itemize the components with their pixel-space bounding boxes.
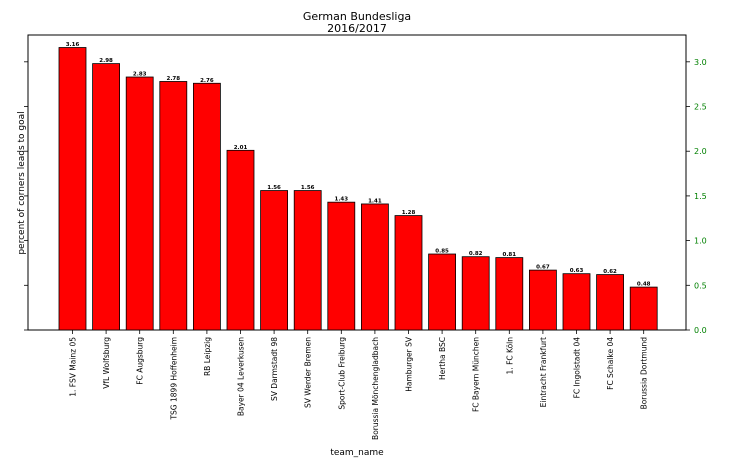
bar: [58, 47, 87, 331]
data-label: 1.28: [402, 210, 416, 216]
bar: [629, 286, 658, 331]
x-tick-label: 1. FC Köln: [505, 337, 514, 375]
data-label: 1.56: [267, 185, 281, 191]
y-tick-label: 1.0: [694, 237, 707, 246]
x-tick-label: Borussia Mönchengladbach: [371, 337, 380, 440]
bar: [260, 190, 289, 331]
chart-subtitle: 2016/2017: [327, 22, 387, 35]
y-tick-label: 0.5: [694, 281, 707, 290]
bar: [495, 257, 524, 331]
bar: [159, 81, 188, 331]
x-tick-label: FC Ingolstadt 04: [573, 337, 582, 399]
x-tick-label: Sport-Club Freiburg: [337, 337, 346, 410]
x-tick-label: FC Augsburg: [136, 337, 145, 385]
x-tick-label: 1. FSV Mainz 05: [69, 337, 78, 397]
y-axis-label: percent of corners leads to goal: [17, 111, 27, 254]
right-tick-group: 0.0 0.5 1.0 1.5 2.0 2.5 3.0: [686, 58, 707, 335]
x-tick-label: RB Leipzig: [203, 337, 212, 376]
data-label: 2.83: [133, 72, 147, 78]
data-label: 0.48: [637, 282, 651, 288]
data-label: 0.81: [503, 252, 517, 258]
data-label: 1.43: [335, 197, 349, 203]
data-label: 2.78: [167, 76, 181, 82]
x-tick-label: FC Schalke 04: [606, 337, 615, 390]
y-tick-label: 3.0: [694, 58, 707, 67]
x-tick-label: Eintracht Frankfurt: [539, 337, 548, 407]
data-label: 0.67: [536, 265, 550, 271]
bar: [394, 215, 423, 331]
data-label: 1.41: [368, 198, 382, 204]
bar: [596, 274, 624, 331]
y-tick-label: 2.5: [694, 103, 707, 112]
x-tick-label: Hamburger SV: [405, 336, 414, 392]
data-label: 0.62: [603, 269, 617, 275]
x-tick-label: TSG 1899 Hoffenheim: [169, 337, 178, 421]
bar: [293, 190, 322, 331]
x-tick-label: FC Bayern München: [472, 337, 481, 412]
bar: [226, 149, 255, 331]
data-label: 2.76: [200, 78, 214, 84]
data-label-group: 3.16 2.98 2.83 2.78 2.76 2.01 1.56 1.56 1.43 1.41…: [66, 42, 651, 288]
y-tick-label: 2.0: [694, 147, 707, 156]
x-tick-label: Bayer 04 Leverkusen: [237, 337, 246, 416]
data-label: 2.01: [234, 145, 248, 151]
data-label: 2.98: [99, 58, 113, 64]
bar: [562, 273, 591, 331]
x-axis-label: team_name: [330, 448, 384, 458]
bar: [428, 253, 457, 331]
bar: [461, 256, 490, 331]
x-tick-label: SV Werder Bremen: [304, 337, 313, 408]
x-tick-label: Hertha BSC: [438, 337, 447, 380]
bar: [92, 63, 120, 331]
bar: [529, 269, 557, 331]
x-tick-label: Borussia Dortmund: [640, 337, 649, 410]
bar-group: [58, 47, 658, 331]
plot-frame: [27, 34, 687, 331]
data-label: 0.82: [469, 251, 483, 257]
bar: [125, 76, 154, 331]
y-tick-label: 1.5: [694, 192, 707, 201]
x-tick-label: SV Darmstadt 98: [270, 337, 279, 401]
bar: [192, 82, 221, 331]
chart-title: German Bundesliga: [303, 10, 411, 23]
bar: [360, 203, 389, 331]
data-label: 0.63: [570, 268, 584, 274]
y-tick-label: 0.0: [694, 326, 707, 335]
x-tick-label: VfL Wolfsburg: [102, 337, 111, 389]
data-label: 3.16: [66, 42, 80, 48]
data-label: 1.56: [301, 185, 315, 191]
data-label: 0.85: [435, 249, 449, 255]
x-tick-group: 1. FSV Mainz 05 VfL Wolfsburg FC Augsburg T…: [69, 330, 649, 440]
bar: [327, 201, 356, 331]
left-tick-group: [24, 61, 28, 331]
